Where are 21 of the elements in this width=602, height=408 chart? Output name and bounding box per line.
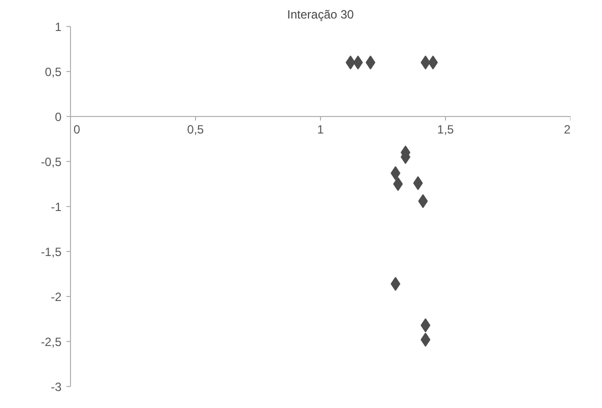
point [353,56,363,70]
x-tick-label: 0 [74,122,80,136]
point [346,56,356,70]
point [428,56,438,70]
y-tick-label: -2,5 [40,335,62,349]
y-tick-label: -2 [50,290,62,304]
point [420,56,430,70]
chart-title: Interação 30 [287,8,354,22]
x-tick-label: 1 [317,122,324,136]
x-tick-label: 2 [564,122,571,136]
point [393,177,403,191]
y-tick-label: 0,5 [44,65,62,79]
y-tick-label: -3 [50,380,62,394]
x-tick-label: 1,5 [437,122,454,136]
x-tick-label: 0,5 [187,122,204,136]
y-tick-label: -1 [50,200,62,214]
point [366,56,376,70]
y-tick-label: 1 [54,20,62,34]
y-tick-label: -1,5 [40,245,62,259]
y-tick-label: -0,5 [40,155,62,169]
y-tick-label: 0 [54,110,62,124]
